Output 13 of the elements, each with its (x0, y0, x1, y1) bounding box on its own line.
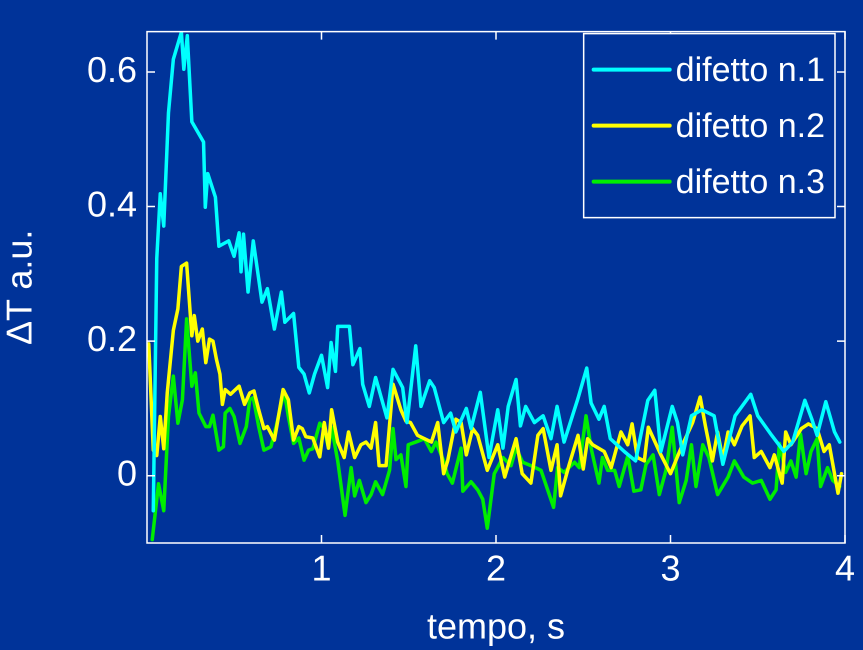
x-tick-label: 2 (486, 548, 506, 589)
y-axis-title: ΔT a.u. (0, 230, 40, 346)
x-tick-label: 4 (834, 548, 856, 589)
legend-label: difetto n.3 (676, 162, 826, 201)
x-tick-label: 3 (660, 548, 681, 589)
x-axis-title: tempo, s (426, 605, 566, 646)
y-tick-label: 0.6 (86, 48, 137, 90)
y-tick-label: 0.2 (86, 318, 137, 360)
y-tick-label: 0.4 (86, 183, 137, 224)
y-tick-label: 0 (116, 452, 137, 494)
x-tick-label: 1 (311, 548, 332, 589)
legend-label: difetto n.2 (676, 106, 826, 145)
legend-label: difetto n.1 (676, 50, 826, 89)
